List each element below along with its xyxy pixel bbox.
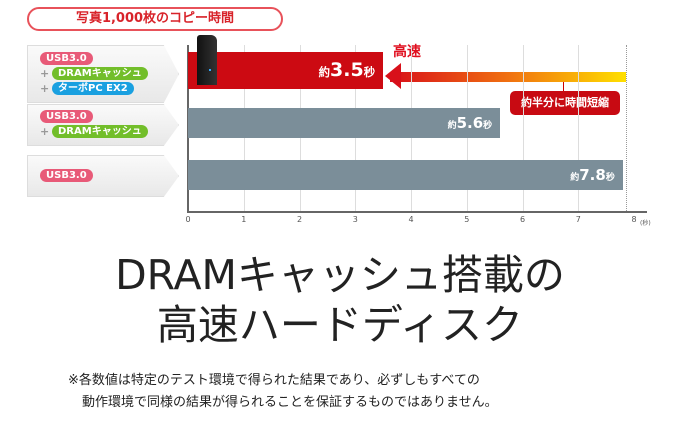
arrow-head-icon <box>385 63 401 89</box>
headline-line: DRAMキャッシュ搭載の <box>115 251 565 299</box>
reference-line <box>626 45 627 211</box>
bar-value-label: 約5.6秒 <box>447 114 493 132</box>
gridline <box>522 45 524 211</box>
headline: DRAMキャッシュ搭載の 高速ハードディスク <box>0 250 680 350</box>
x-unit: (秒) <box>640 220 651 227</box>
x-tick-label: 3 <box>352 215 358 224</box>
category-tag: USB3.0 <box>40 51 93 65</box>
x-tick-label: 6 <box>519 215 526 224</box>
x-tick-label: 5 <box>464 215 470 224</box>
category-tag: USB3.0 <box>40 168 93 182</box>
arrow-label: 高速 <box>393 44 421 60</box>
category-tag: USB3.0 <box>40 110 93 123</box>
callout-pointer <box>563 82 564 92</box>
bar: 約5.6秒 <box>188 108 501 138</box>
category-tag: DRAMキャッシュ <box>52 66 148 80</box>
disclaimer: ※各数値は特定のテスト環境で得られた結果であり、必ずしもすべての 動作環境で同様… <box>68 370 498 414</box>
plus-icon: + <box>40 81 50 95</box>
bar-value-label: 約7.8秒 <box>570 166 615 184</box>
gridline <box>578 45 580 211</box>
hard-drive-image <box>197 35 217 85</box>
bar-value-label: 約3.5秒 <box>318 59 376 81</box>
plus-icon: + <box>40 66 50 80</box>
speedup-arrow <box>390 72 626 82</box>
bar: 約7.8秒 <box>188 160 623 190</box>
x-tick-label: 1 <box>241 215 247 224</box>
plus-icon: + <box>40 125 50 138</box>
x-tick-label: 8 <box>631 215 637 224</box>
x-tick-label: 2 <box>296 215 303 224</box>
x-tick-label: 0 <box>185 215 191 224</box>
x-tick-label: 4 <box>408 215 414 224</box>
disclaimer-line: ※各数値は特定のテスト環境で得られた結果であり、必ずしもすべての <box>68 373 480 388</box>
callout-box: 約半分に時間短縮 <box>510 91 620 115</box>
category-tag: DRAMキャッシュ <box>52 125 148 138</box>
category-tag: ターボPC EX2 <box>52 81 134 95</box>
bar: 約3.5秒 <box>188 52 384 89</box>
x-tick-label: 7 <box>575 215 581 224</box>
headline-line: 高速ハードディスク <box>156 301 524 349</box>
chart-title: 写真1,000枚のコピー時間 <box>27 7 283 31</box>
x-axis-line <box>187 211 647 213</box>
disclaimer-line: 動作環境で同様の結果が得られることを保証するものではありません。 <box>82 395 498 410</box>
